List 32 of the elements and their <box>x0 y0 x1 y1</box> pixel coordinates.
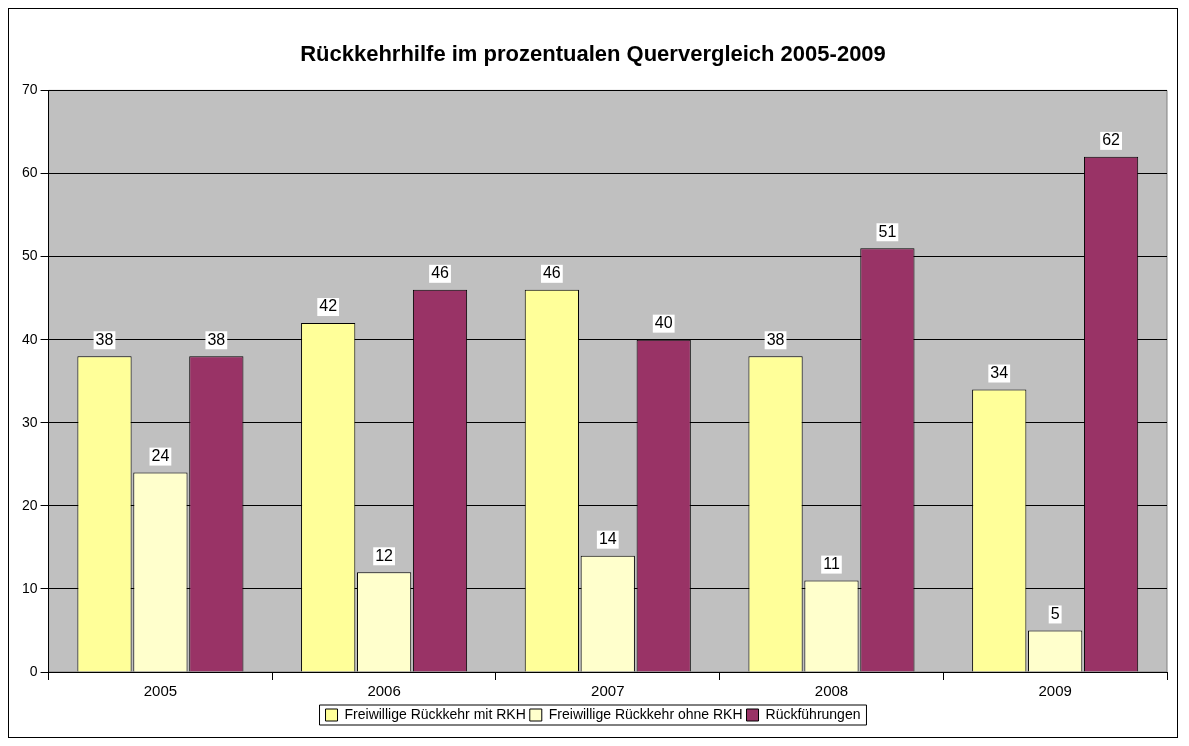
data-label: 5 <box>1050 604 1060 622</box>
x-tick-label: 2005 <box>143 682 178 700</box>
legend-label: Rückführungen <box>765 705 861 722</box>
x-tick-label: 2008 <box>814 682 849 700</box>
y-tick-label: 40 <box>21 330 38 347</box>
data-label: 46 <box>431 264 450 282</box>
y-tick-label: 70 <box>21 81 38 98</box>
data-label: 42 <box>319 297 338 315</box>
x-tick-label: 2009 <box>1038 682 1072 700</box>
y-tick-label: 50 <box>21 247 38 264</box>
y-tick-label: 60 <box>21 164 38 181</box>
data-label: 38 <box>95 330 114 348</box>
legend-label: Freiwillige Rückkehr ohne RKH <box>548 705 743 722</box>
data-label: 46 <box>542 264 561 282</box>
data-label: 11 <box>823 555 840 573</box>
data-label: 40 <box>654 314 673 332</box>
data-label: 34 <box>990 363 1009 381</box>
y-tick-label: 20 <box>21 496 38 513</box>
x-tick-label: 2006 <box>367 682 401 700</box>
chart-title: Rückkehrhilfe im prozentualen Quervergleich 2005-2009 <box>300 41 886 67</box>
data-label: 51 <box>878 222 897 240</box>
x-tick-label: 2007 <box>591 682 625 700</box>
data-label: 62 <box>1102 131 1121 149</box>
data-label: 38 <box>766 330 785 348</box>
y-tick-label: 0 <box>29 662 38 679</box>
y-tick-label: 10 <box>21 579 38 596</box>
y-tick-label: 30 <box>21 413 38 430</box>
data-label: 14 <box>598 530 617 548</box>
data-label: 12 <box>375 546 394 564</box>
legend-label: Freiwillige Rückkehr mit RKH <box>344 705 526 722</box>
data-label: 38 <box>207 330 226 348</box>
data-label: 24 <box>151 447 170 464</box>
